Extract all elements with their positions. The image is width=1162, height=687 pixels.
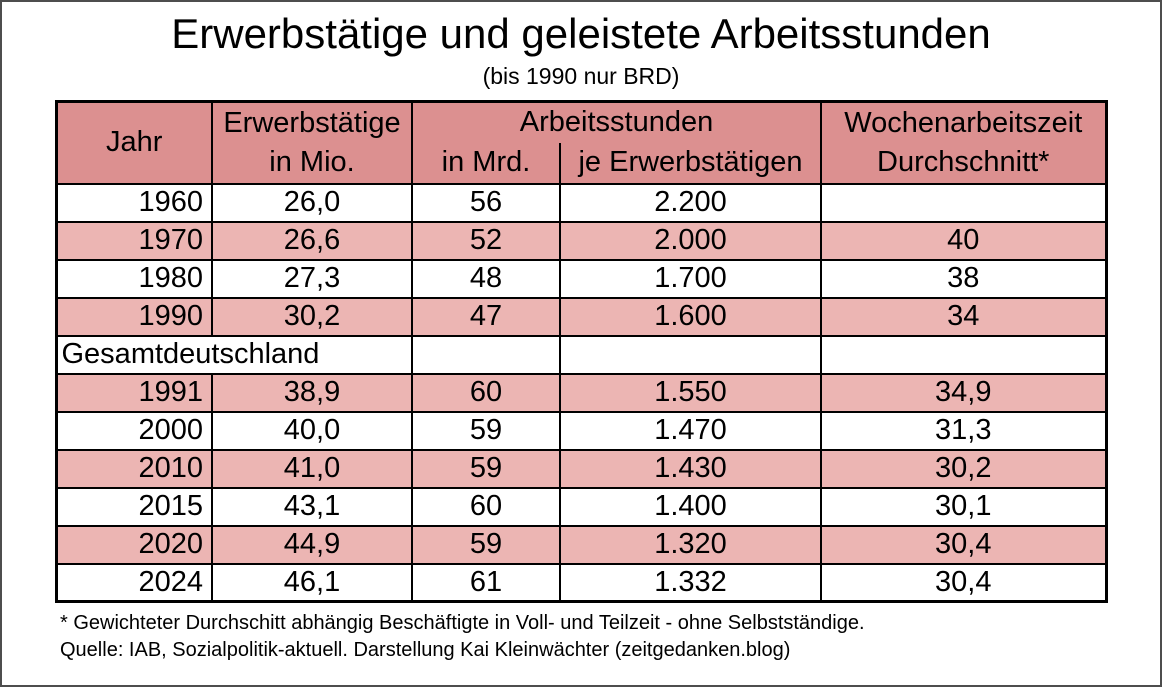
je-cell: 1.700 [559,258,822,299]
year-cell: 2015 [55,486,213,527]
mrd-cell: 60 [411,372,561,413]
footnote-asterisk: * Gewichteter Durchschitt abhängig Besch… [60,612,865,634]
woche-cell: 30,1 [820,486,1107,527]
mio-cell: 26,6 [211,220,413,261]
mio-cell: 26,0 [211,182,413,223]
mio-cell: 30,2 [211,296,413,337]
woche-cell [820,334,1107,375]
je-cell: 1.470 [559,410,822,451]
source-note: Quelle: IAB, Sozialpolitik-aktuell. Dars… [60,639,791,661]
header-row-top: Jahr Erwerbstätige in Mio. Arbeitsstunde… [55,100,1107,185]
woche-cell: 31,3 [820,410,1107,451]
woche-cell: 34 [820,296,1107,337]
woche-cell: 34,9 [820,372,1107,413]
woche-cell: 30,4 [820,524,1107,565]
mrd-cell: 59 [411,524,561,565]
chart-title: Erwerbstätige und geleistete Arbeitsstun… [171,10,991,57]
year-cell: 1991 [55,372,213,413]
table-row: 1970 26,6 52 2.000 40 [55,220,1107,261]
footnotes: * Gewichteter Durchschitt abhängig Besch… [60,610,1160,664]
header-je-erwerbstaetigen: je Erwerbstätigen [559,142,822,185]
mio-cell: 44,9 [211,524,413,565]
mrd-cell: 47 [411,296,561,337]
section-label: Gesamtdeutschland [55,334,413,375]
mio-cell: 41,0 [211,448,413,489]
mio-cell: 27,3 [211,258,413,299]
mio-cell: 38,9 [211,372,413,413]
mrd-cell [411,334,561,375]
header-wochenarbeitszeit: Wochenarbeitszeit Durchschnitt* [820,100,1107,185]
je-cell: 2.000 [559,220,822,261]
woche-cell [820,182,1107,223]
year-cell: 1990 [55,296,213,337]
header-jahr: Jahr [55,100,213,185]
je-cell: 1.430 [559,448,822,489]
mrd-cell: 61 [411,562,561,603]
mrd-cell: 48 [411,258,561,299]
header-wochenarbeitszeit-line1: Wochenarbeitszeit [844,106,1083,139]
table-row: 2020 44,9 59 1.320 30,4 [55,524,1107,565]
table-row: 1990 30,2 47 1.600 34 [55,296,1107,337]
header-erwerbstaetige-line1: Erwerbstätige [223,106,401,139]
year-cell: 2024 [55,562,213,603]
header-in-mrd: in Mrd. [411,142,561,185]
je-cell: 1.600 [559,296,822,337]
year-cell: 2020 [55,524,213,565]
table-row: 2015 43,1 60 1.400 30,1 [55,486,1107,527]
year-cell: 1980 [55,258,213,299]
header-erwerbstaetige-line2: in Mio. [269,145,355,178]
mrd-cell: 52 [411,220,561,261]
table-row: 2010 41,0 59 1.430 30,2 [55,448,1107,489]
je-cell: 1.550 [559,372,822,413]
year-cell: 2010 [55,448,213,489]
je-cell: 1.332 [559,562,822,603]
mio-cell: 46,1 [211,562,413,603]
je-cell: 1.400 [559,486,822,527]
mrd-cell: 59 [411,410,561,451]
header-row-sub: in Mrd. je Erwerbstätigen [56,142,1106,185]
table-row: 2000 40,0 59 1.470 31,3 [55,410,1107,451]
mio-cell: 43,1 [211,486,413,527]
je-cell [559,334,822,375]
je-cell: 1.320 [559,524,822,565]
woche-cell: 40 [820,220,1107,261]
table-row: 1960 26,0 56 2.200 [55,182,1107,223]
mrd-cell: 60 [411,486,561,527]
year-cell: 1960 [55,182,213,223]
header-wochenarbeitszeit-line2: Durchschnitt* [877,145,1050,178]
table-row: 2024 46,1 61 1.332 30,4 [55,562,1107,603]
mrd-cell: 59 [411,448,561,489]
woche-cell: 30,2 [820,448,1107,489]
header-erwerbstaetige: Erwerbstätige in Mio. [211,100,413,185]
data-table: Jahr Erwerbstätige in Mio. Arbeitsstunde… [54,100,1108,603]
woche-cell: 38 [820,258,1107,299]
mio-cell: 40,0 [211,410,413,451]
woche-cell: 30,4 [820,562,1107,603]
year-cell: 1970 [55,220,213,261]
chart-subtitle: (bis 1990 nur BRD) [482,63,680,89]
year-cell: 2000 [55,410,213,451]
header-arbeitsstunden: Arbeitsstunden [411,100,822,143]
table-row: 1980 27,3 48 1.700 38 [55,258,1107,299]
je-cell: 2.200 [559,182,822,223]
table-row: 1991 38,9 60 1.550 34,9 [55,372,1107,413]
section-row: Gesamtdeutschland [55,334,1107,375]
table-header: Jahr Erwerbstätige in Mio. Arbeitsstunde… [55,100,1107,185]
mrd-cell: 56 [411,182,561,223]
